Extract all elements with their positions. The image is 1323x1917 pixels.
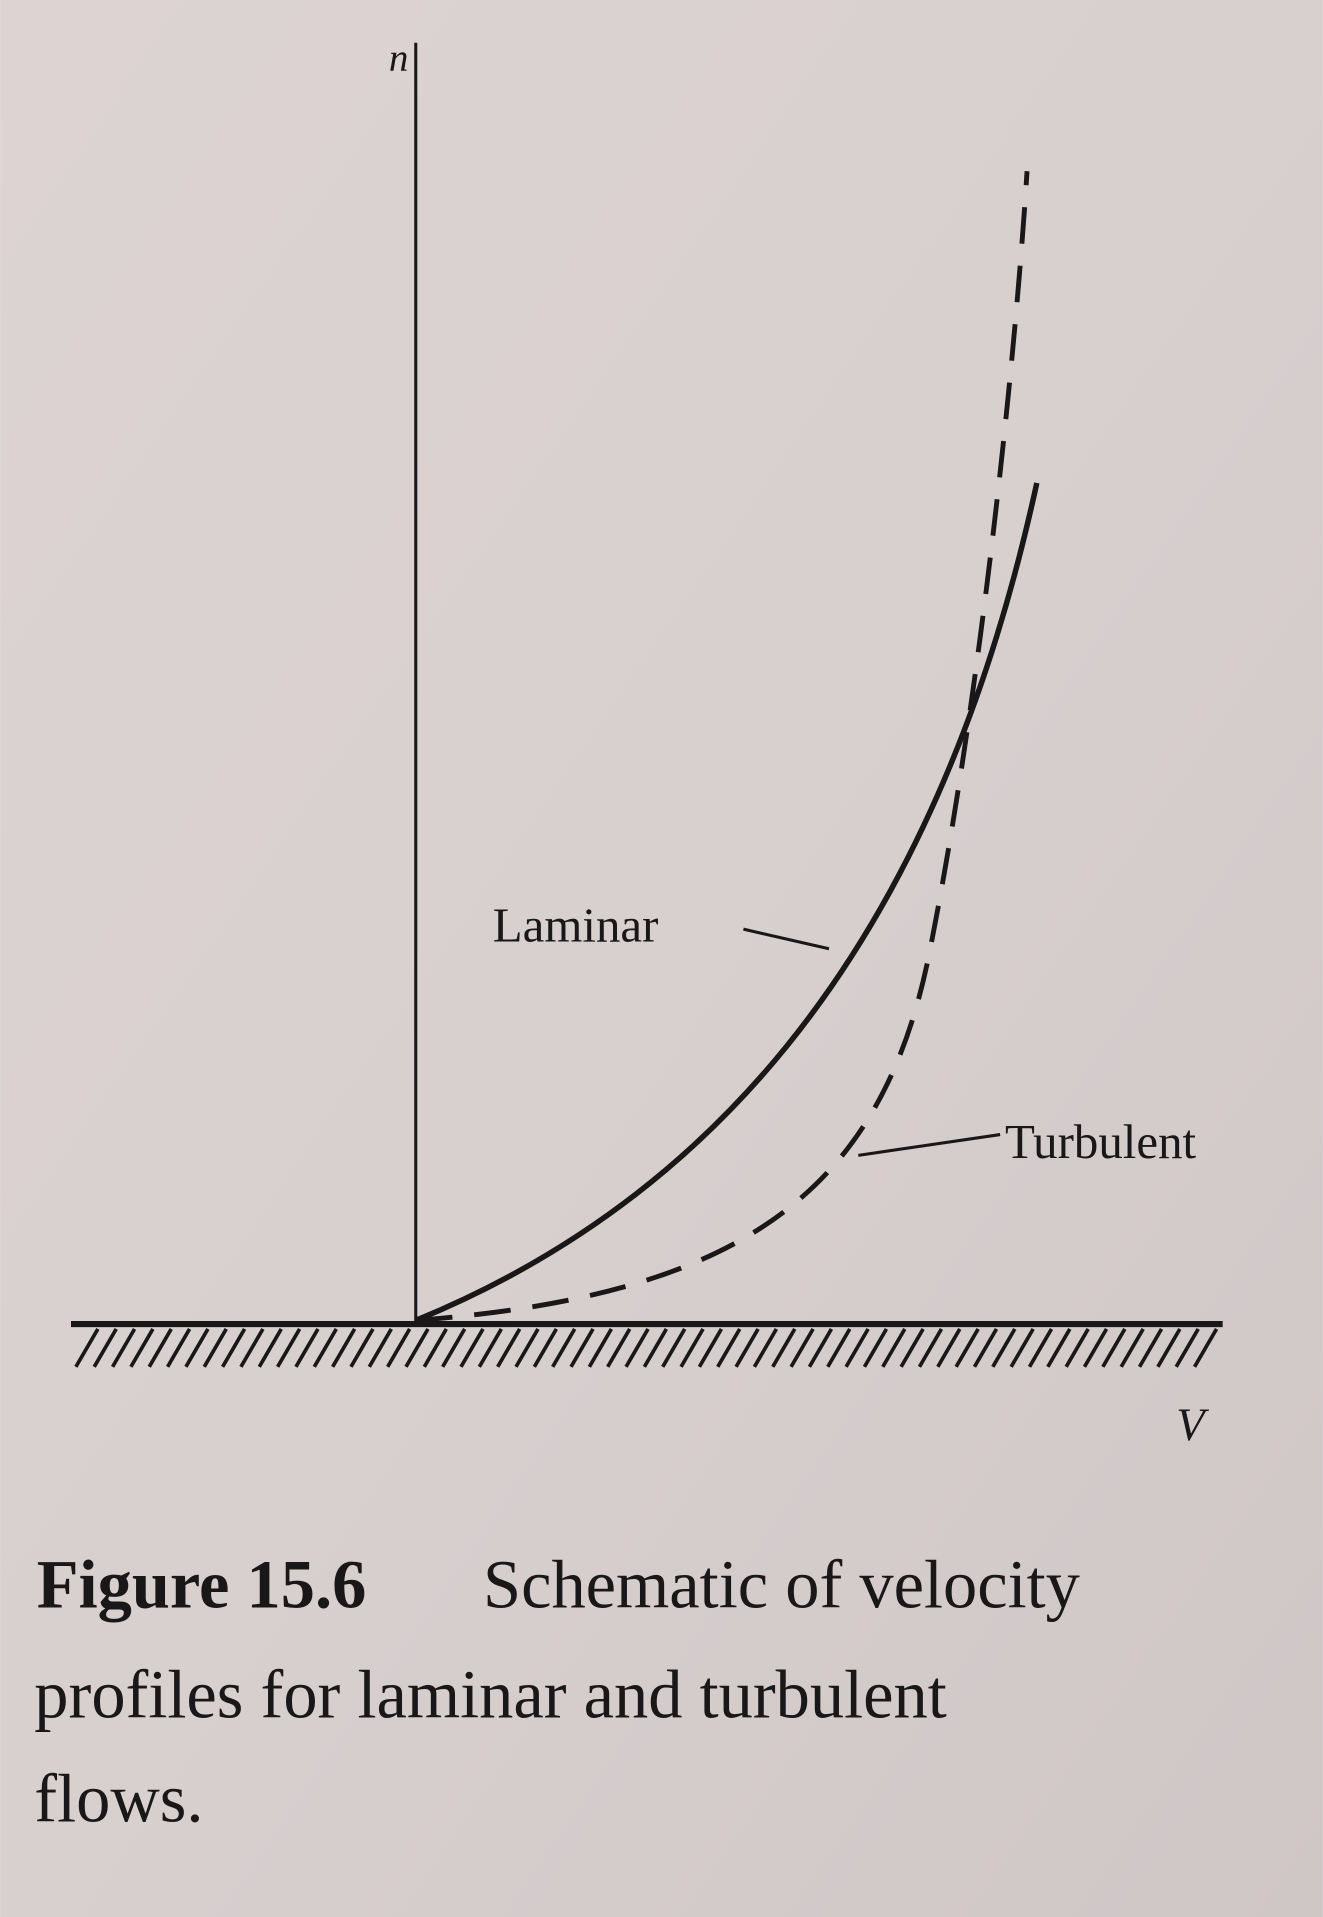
hatch-stroke — [954, 1328, 980, 1368]
caption-line: profiles for laminar and turbulent — [34, 1657, 946, 1733]
hatch-stroke — [1027, 1328, 1054, 1368]
hatch-stroke — [184, 1328, 210, 1368]
hatch-stroke — [276, 1328, 302, 1368]
hatch-stroke — [734, 1328, 760, 1368]
wall-hatching — [74, 1328, 1219, 1368]
laminar-leader — [743, 927, 830, 951]
hatch-stroke — [239, 1328, 265, 1368]
hatch-stroke — [129, 1328, 155, 1368]
hatch-stroke — [844, 1328, 870, 1368]
hatch-stroke — [147, 1328, 173, 1368]
laminar-profile — [414, 482, 1040, 1323]
hatch-stroke — [936, 1328, 962, 1368]
hatch-stroke — [642, 1328, 668, 1368]
hatch-stroke — [257, 1328, 283, 1368]
hatch-stroke — [606, 1328, 632, 1368]
hatch-stroke — [221, 1328, 247, 1368]
hatch-stroke — [789, 1328, 815, 1368]
hatch-stroke — [1046, 1328, 1072, 1368]
hatch-stroke — [1174, 1328, 1200, 1368]
hatch-stroke — [441, 1328, 467, 1368]
hatch-stroke — [312, 1328, 338, 1368]
hatch-stroke — [1156, 1328, 1182, 1368]
hatch-stroke — [459, 1328, 485, 1368]
hatch-stroke — [1101, 1328, 1127, 1368]
laminar-label: Laminar — [493, 897, 659, 952]
hatch-stroke — [862, 1328, 889, 1368]
turbulent-label: Turbulent — [1005, 1114, 1196, 1169]
hatch-stroke — [386, 1328, 412, 1368]
hatch-stroke — [881, 1328, 907, 1368]
hatch-stroke — [367, 1328, 393, 1368]
caption-line: flows. — [34, 1761, 203, 1837]
hatch-stroke — [679, 1328, 705, 1368]
hatch-stroke — [349, 1328, 375, 1368]
hatch-stroke — [771, 1328, 797, 1368]
hatch-stroke — [697, 1328, 723, 1368]
axis-label-n: n — [389, 37, 409, 80]
hatch-stroke — [1009, 1328, 1035, 1368]
hatch-stroke — [972, 1328, 999, 1368]
hatch-stroke — [1064, 1328, 1090, 1368]
hatch-stroke — [1192, 1328, 1219, 1368]
hatch-stroke — [661, 1328, 687, 1368]
hatch-stroke — [569, 1328, 595, 1368]
hatch-stroke — [991, 1328, 1017, 1368]
hatch-stroke — [496, 1328, 522, 1368]
hatch-stroke — [807, 1328, 834, 1368]
hatch-stroke — [514, 1328, 540, 1368]
hatch-stroke — [110, 1328, 137, 1368]
hatch-stroke — [294, 1328, 320, 1368]
hatch-stroke — [331, 1328, 357, 1368]
caption-line: Schematic of velocity — [483, 1547, 1080, 1623]
hatch-stroke — [404, 1328, 430, 1368]
caption-label: Figure 15.6 — [37, 1547, 367, 1623]
hatch-stroke — [422, 1328, 448, 1368]
axis-label-v: V — [1176, 1400, 1209, 1451]
hatch-stroke — [752, 1328, 779, 1368]
hatch-stroke — [74, 1328, 100, 1368]
hatch-stroke — [1137, 1328, 1164, 1368]
hatch-stroke — [1082, 1328, 1109, 1368]
hatch-stroke — [551, 1328, 577, 1368]
turbulent-profile — [415, 171, 1030, 1323]
hatch-stroke — [477, 1328, 503, 1368]
hatch-stroke — [826, 1328, 852, 1368]
hatch-stroke — [899, 1328, 925, 1368]
hatch-stroke — [92, 1328, 118, 1368]
hatch-stroke — [917, 1328, 944, 1368]
turbulent-leader — [858, 1133, 1001, 1157]
hatch-stroke — [1119, 1328, 1145, 1368]
hatch-stroke — [165, 1328, 192, 1368]
hatch-stroke — [716, 1328, 742, 1368]
hatch-stroke — [532, 1328, 558, 1368]
hatch-stroke — [202, 1328, 228, 1368]
hatch-stroke — [587, 1328, 613, 1368]
hatch-stroke — [624, 1328, 650, 1368]
